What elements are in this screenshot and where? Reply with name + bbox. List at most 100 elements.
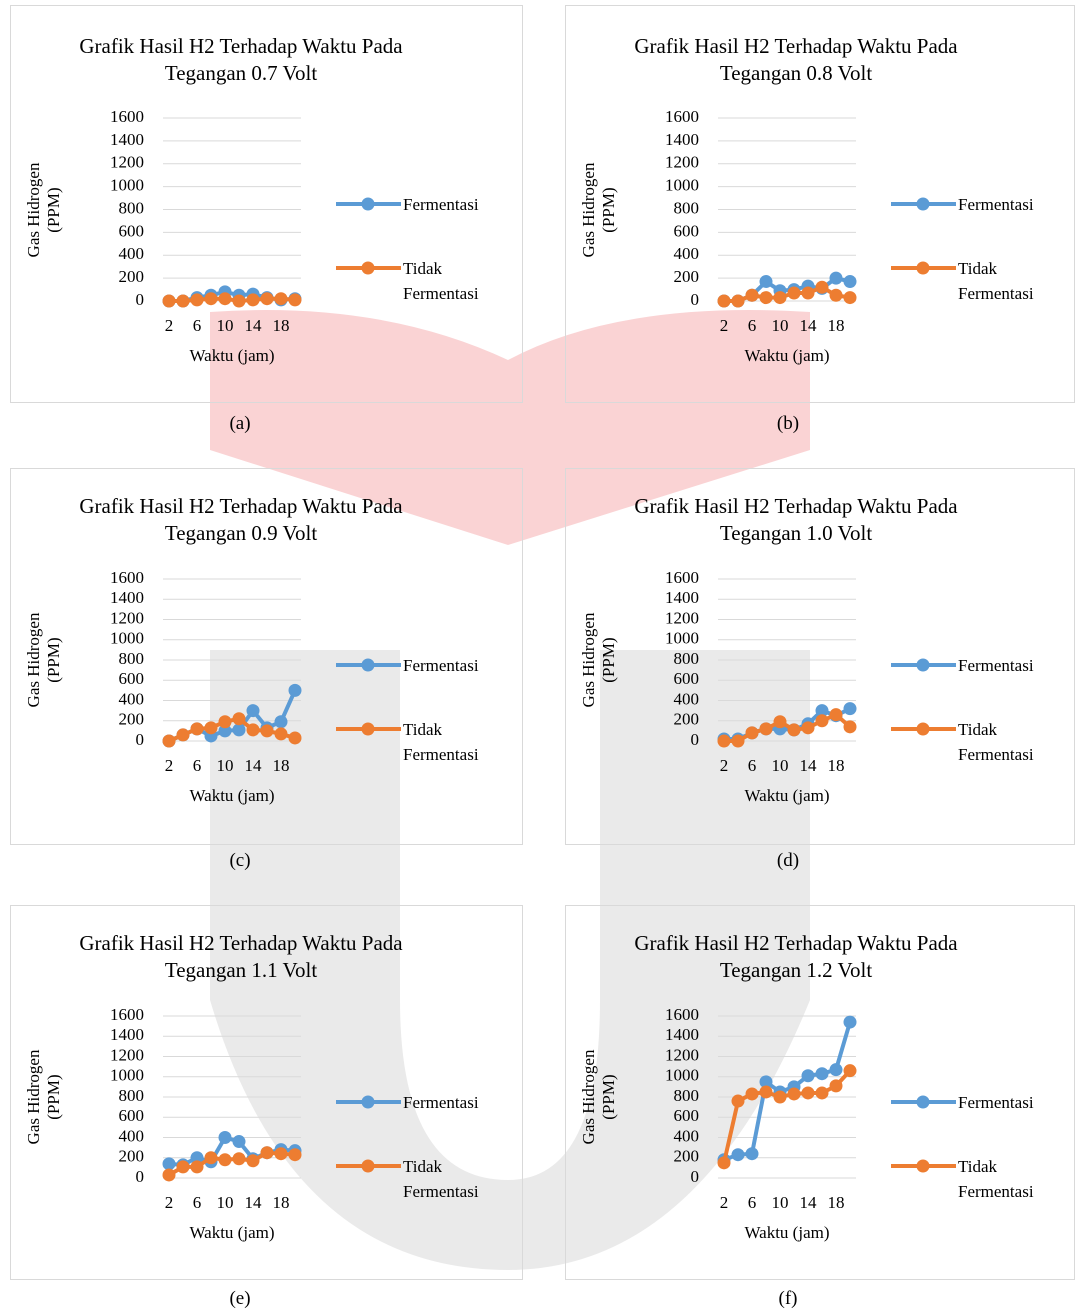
y-tick-label: 600 <box>119 669 145 688</box>
x-tick-label: 10 <box>217 1193 234 1212</box>
data-point <box>844 702 857 715</box>
data-point <box>191 722 204 735</box>
data-point <box>163 1168 176 1181</box>
y-tick-label: 600 <box>674 221 700 240</box>
legend-marker <box>362 723 375 736</box>
caption: (f) <box>758 1288 818 1310</box>
x-tick-label: 6 <box>193 1193 202 1212</box>
caption: (d) <box>758 850 818 872</box>
data-point <box>191 293 204 306</box>
x-axis-title: Waktu (jam) <box>664 1223 910 1243</box>
data-point <box>760 275 773 288</box>
y-tick-label: 600 <box>119 1106 145 1125</box>
data-point <box>732 295 745 308</box>
legend-label: Tidak Fermentasi <box>958 256 1068 306</box>
x-tick-label: 2 <box>165 1193 174 1212</box>
data-point <box>788 1087 801 1100</box>
chart-panel: 0200400600800100012001400160026101418Gra… <box>565 468 1075 845</box>
chart-title: Grafik Hasil H2 Terhadap Waktu Pada Tega… <box>51 493 431 547</box>
y-tick-label: 1000 <box>665 629 699 648</box>
legend-label: Fermentasi <box>958 192 1068 217</box>
legend-marker <box>917 198 930 211</box>
y-tick-label: 600 <box>674 1106 700 1125</box>
x-tick-label: 14 <box>245 756 263 775</box>
y-axis-title: Gas Hidrogen (PPM) <box>579 605 619 715</box>
chart-title: Grafik Hasil H2 Terhadap Waktu Pada Tega… <box>606 493 986 547</box>
y-tick-label: 800 <box>674 649 700 668</box>
y-axis-title: Gas Hidrogen (PPM) <box>579 1042 619 1152</box>
caption: (c) <box>210 850 270 872</box>
chart-title: Grafik Hasil H2 Terhadap Waktu Pada Tega… <box>606 930 986 984</box>
data-point <box>830 1063 843 1076</box>
data-point <box>219 1131 232 1144</box>
data-point <box>233 1152 246 1165</box>
data-point <box>233 723 246 736</box>
x-tick-label: 2 <box>720 756 729 775</box>
data-point <box>177 1160 190 1173</box>
x-tick-label: 14 <box>800 756 818 775</box>
y-tick-label: 1600 <box>665 107 699 126</box>
data-point <box>816 714 829 727</box>
data-point <box>163 735 176 748</box>
y-tick-label: 1400 <box>110 1025 144 1044</box>
legend-label: Fermentasi <box>403 653 513 678</box>
x-tick-label: 14 <box>800 316 818 335</box>
data-point <box>289 731 302 744</box>
x-tick-label: 2 <box>720 1193 729 1212</box>
caption: (b) <box>758 413 818 435</box>
legend-marker <box>362 659 375 672</box>
legend-label: Tidak Fermentasi <box>403 256 513 306</box>
data-point <box>844 1064 857 1077</box>
y-tick-label: 1600 <box>665 1005 699 1024</box>
data-point <box>177 295 190 308</box>
x-tick-label: 14 <box>800 1193 818 1212</box>
y-tick-label: 200 <box>119 710 145 729</box>
x-tick-label: 6 <box>748 756 757 775</box>
y-tick-label: 200 <box>674 1147 700 1166</box>
data-point <box>746 1147 759 1160</box>
y-tick-label: 800 <box>674 198 700 217</box>
legend-label: Fermentasi <box>958 653 1068 678</box>
data-point <box>732 735 745 748</box>
data-point <box>788 723 801 736</box>
x-tick-label: 6 <box>193 316 202 335</box>
y-tick-label: 1200 <box>110 608 144 627</box>
chart-panel: 0200400600800100012001400160026101418Gra… <box>10 5 523 403</box>
y-tick-label: 1400 <box>665 130 699 149</box>
x-tick-label: 18 <box>273 316 290 335</box>
y-tick-label: 0 <box>136 1167 145 1186</box>
chart-panel: 0200400600800100012001400160026101418Gra… <box>565 905 1075 1280</box>
data-point <box>732 1095 745 1108</box>
data-point <box>219 292 232 305</box>
legend-marker <box>362 198 375 211</box>
y-axis-title: Gas Hidrogen (PPM) <box>579 155 619 265</box>
data-point <box>275 715 288 728</box>
data-point <box>760 722 773 735</box>
x-tick-label: 2 <box>165 756 174 775</box>
y-tick-label: 1200 <box>110 153 144 172</box>
data-point <box>205 292 218 305</box>
legend-label: Fermentasi <box>403 1090 513 1115</box>
y-tick-label: 0 <box>691 290 700 309</box>
y-tick-label: 0 <box>691 730 700 749</box>
y-tick-label: 200 <box>674 710 700 729</box>
x-tick-label: 10 <box>772 756 789 775</box>
caption: (a) <box>210 413 270 435</box>
data-point <box>732 1148 745 1161</box>
y-tick-label: 1200 <box>665 1045 699 1064</box>
chart-title: Grafik Hasil H2 Terhadap Waktu Pada Tega… <box>606 33 986 87</box>
legend-label: Tidak Fermentasi <box>403 1154 513 1204</box>
y-tick-label: 200 <box>119 267 145 286</box>
data-point <box>774 1091 787 1104</box>
y-axis-title: Gas Hidrogen (PPM) <box>24 1042 64 1152</box>
data-point <box>844 291 857 304</box>
data-point <box>275 727 288 740</box>
y-tick-label: 1000 <box>665 1066 699 1085</box>
legend-marker <box>917 1096 930 1109</box>
data-point <box>289 293 302 306</box>
y-tick-label: 1600 <box>110 107 144 126</box>
data-point <box>163 1157 176 1170</box>
y-tick-label: 0 <box>691 1167 700 1186</box>
y-axis-title: Gas Hidrogen (PPM) <box>24 155 64 265</box>
legend-marker <box>362 1096 375 1109</box>
